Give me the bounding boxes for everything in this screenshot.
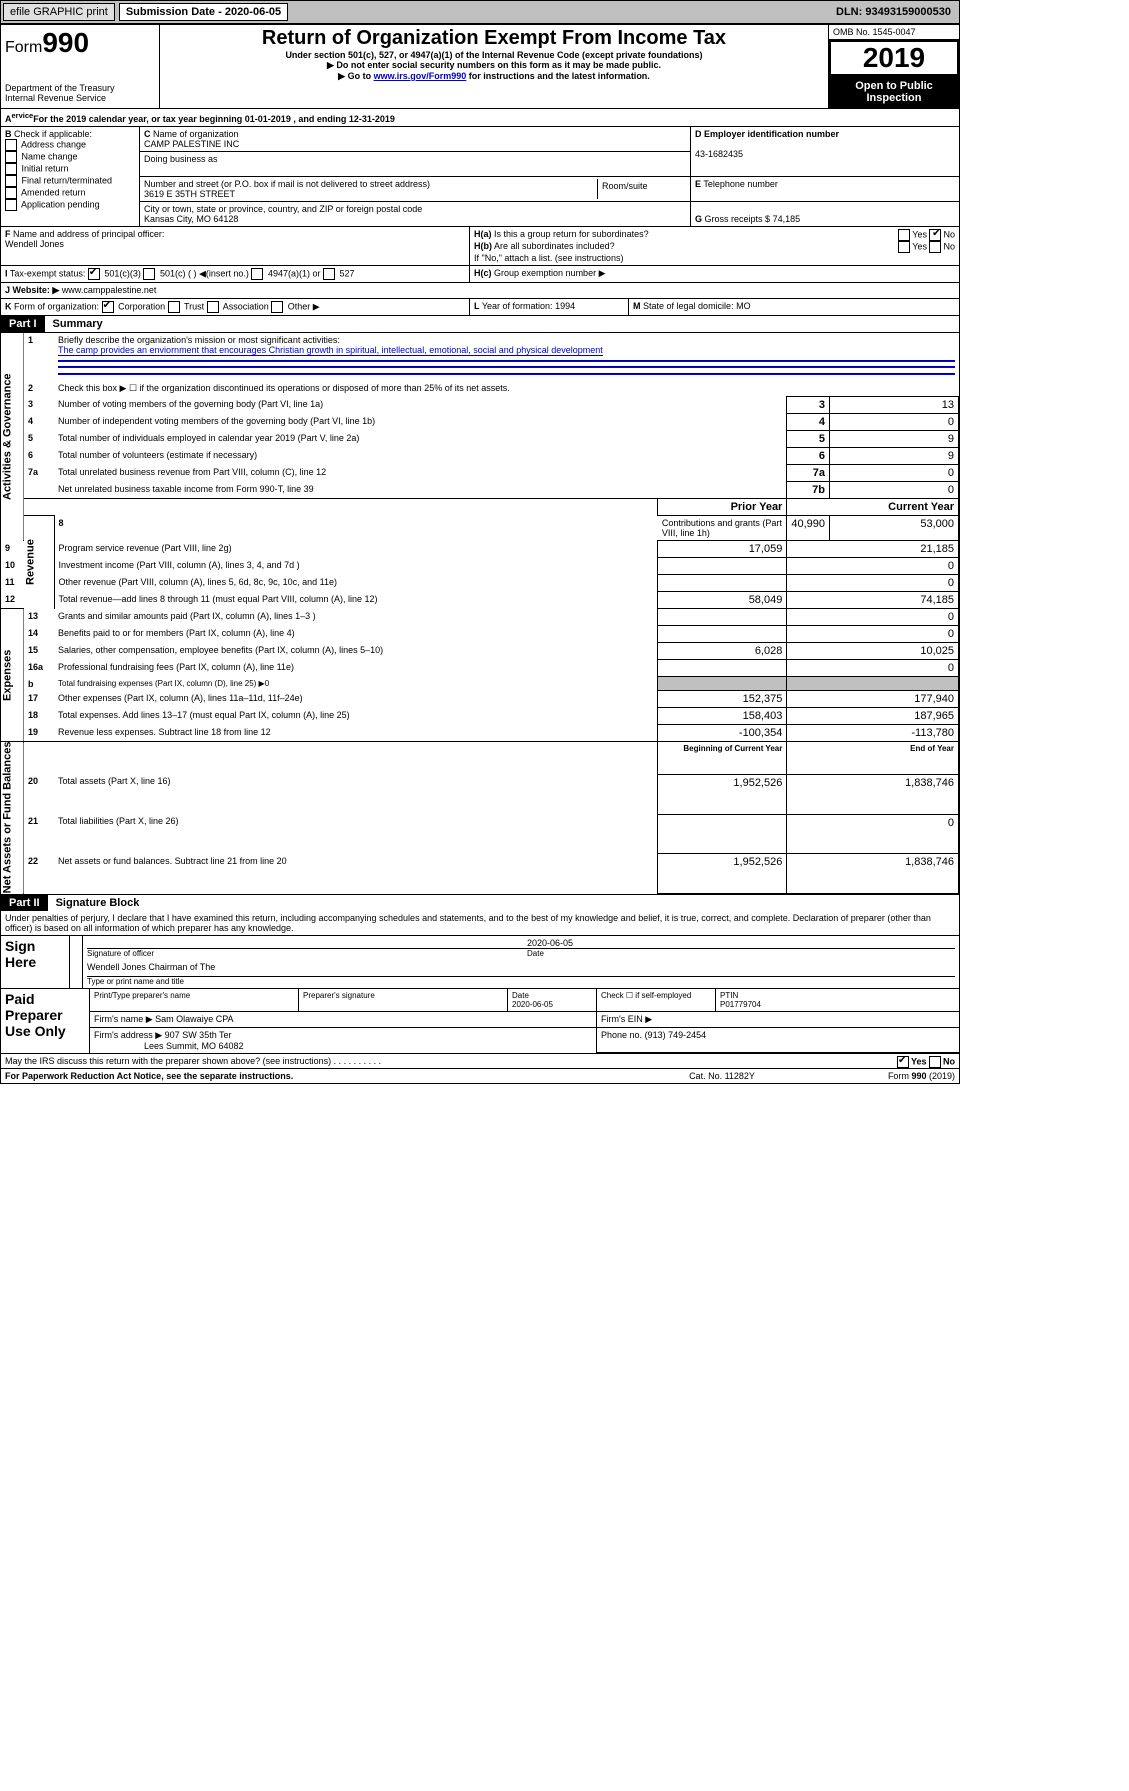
section-governance: Activities & Governance [1, 333, 24, 541]
box-F: F Name and address of principal officer:… [1, 227, 470, 266]
box-D: D Employer identification number43-16824… [691, 127, 960, 177]
part-I-body: Activities & Governance 1 Briefly descri… [1, 332, 959, 894]
form-title: Return of Organization Exempt From Incom… [164, 27, 824, 50]
paid-preparer-label: Paid Preparer Use Only [1, 989, 90, 1054]
part-I-header: Part ISummary [1, 315, 959, 332]
open-public-badge: Open to Public Inspection [829, 76, 959, 108]
form-subtitle: Under section 501(c), 527, or 4947(a)(1)… [164, 50, 824, 60]
discuss-line: May the IRS discuss this return with the… [1, 1053, 959, 1068]
box-G: G Gross receipts $ 74,185 [691, 202, 960, 227]
box-C-name: C Name of organizationCAMP PALESTINE INC [140, 127, 691, 152]
box-B: B Check if applicable: Address change Na… [1, 127, 140, 226]
KLM-block: K Form of organization: Corporation Trus… [1, 299, 959, 315]
box-C-addr: Number and street (or P.O. box if mail i… [140, 177, 691, 202]
perjury-text: Under penalties of perjury, I declare th… [1, 911, 959, 935]
instruction-1: ▶ Do not enter social security numbers o… [164, 60, 824, 71]
sign-here-block: Sign Here 2020-06-05 Signature of office… [1, 935, 959, 988]
sign-here-label: Sign Here [1, 936, 70, 989]
form-frame: Form990 Department of the Treasury Inter… [0, 24, 960, 1084]
omb-label: OMB No. 1545-0047 [829, 25, 959, 40]
box-E: E Telephone number [691, 177, 960, 202]
box-C-city: City or town, state or province, country… [140, 202, 691, 227]
box-K: K Form of organization: Corporation Trus… [1, 299, 470, 315]
tax-year: 2019 [829, 40, 959, 76]
section-revenue: Revenue [24, 516, 55, 609]
top-toolbar: efile GRAPHIC print Submission Date - 20… [0, 0, 960, 24]
line-A: AerviceFor the 2019 calendar year, or ta… [1, 109, 959, 127]
FH-block: F Name and address of principal officer:… [1, 226, 959, 265]
efile-print-button[interactable]: efile GRAPHIC print [3, 3, 115, 21]
irs-link[interactable]: www.irs.gov/Form990 [374, 71, 467, 81]
box-C-dba: Doing business as [140, 152, 691, 177]
footer: For Paperwork Reduction Act Notice, see … [1, 1068, 959, 1083]
box-H: H(a) Is this a group return for subordin… [470, 227, 960, 266]
box-I: I Tax-exempt status: 501(c)(3) 501(c) ( … [1, 266, 470, 283]
mission-text: The camp provides an enviornment that en… [58, 345, 603, 356]
dept-label: Department of the Treasury Internal Reve… [5, 83, 155, 103]
instruction-2: ▶ Go to www.irs.gov/Form990 for instruct… [164, 71, 824, 82]
I-block: I Tax-exempt status: 501(c)(3) 501(c) ( … [1, 265, 959, 282]
box-J: J Website: ▶ www.camppalestine.net [1, 282, 959, 299]
dln-label: DLN: 93493159000530 [830, 4, 957, 20]
box-Hc: H(c) Group exemption number ▶ [470, 266, 960, 283]
section-expenses: Expenses [1, 609, 24, 742]
box-M: M State of legal domicile: MO [629, 299, 960, 315]
form-label: Form990 [5, 27, 155, 59]
header-table: Form990 Department of the Treasury Inter… [1, 25, 959, 109]
box-L: L Year of formation: 1994 [470, 299, 629, 315]
info-block: B Check if applicable: Address change Na… [1, 127, 959, 226]
part-II-header: Part IISignature Block [1, 894, 959, 911]
section-net: Net Assets or Fund Balances [1, 742, 24, 894]
submission-date: Submission Date - 2020-06-05 [119, 3, 288, 21]
paid-preparer-block: Paid Preparer Use Only Print/Type prepar… [1, 988, 959, 1053]
